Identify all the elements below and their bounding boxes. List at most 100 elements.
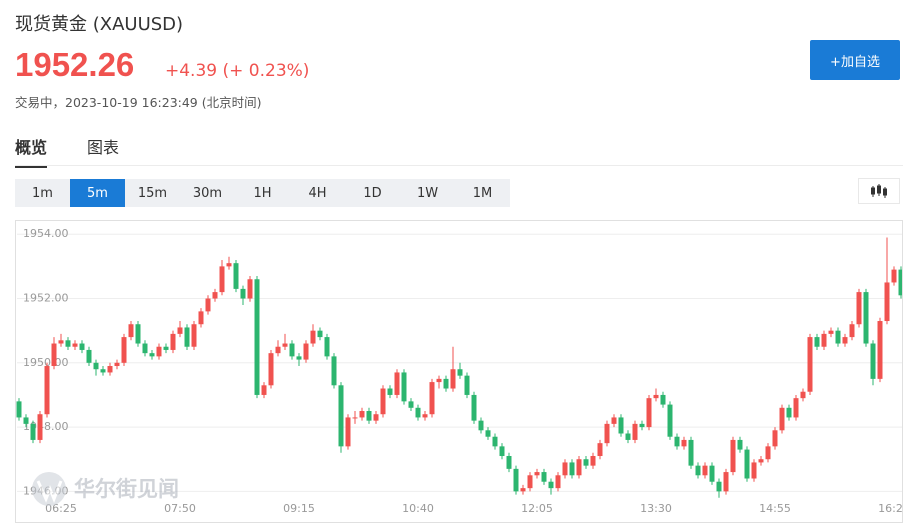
candle-body — [646, 398, 652, 428]
candle-body — [499, 446, 505, 457]
candle-body — [261, 385, 267, 395]
candle-body — [716, 481, 722, 492]
y-tick-label: 1948.00 — [23, 420, 69, 433]
candle-body — [590, 456, 596, 466]
timeframe-button[interactable]: 30m — [192, 185, 223, 201]
candle-body — [632, 423, 638, 440]
candle-body — [821, 333, 827, 347]
candle-body — [422, 414, 428, 418]
price: 1952.26 — [15, 46, 135, 83]
candle-body — [429, 382, 435, 415]
x-tick-label: 09:15 — [283, 502, 315, 515]
candle-body — [835, 330, 841, 344]
candle-body — [800, 391, 806, 399]
candle-body — [408, 401, 414, 408]
x-tick-label: 07:50 — [164, 502, 196, 515]
candle-body — [709, 465, 715, 482]
timeframe-button[interactable]: 1D — [363, 185, 382, 201]
candle-body — [240, 288, 246, 299]
candle-body — [100, 369, 106, 373]
candle-body — [198, 311, 204, 325]
candle-body — [779, 407, 785, 431]
chart-type-button[interactable] — [858, 178, 900, 204]
candle-body — [877, 321, 883, 379]
x-tick-label: 10:40 — [402, 502, 434, 515]
candle-body — [51, 343, 57, 367]
timeframe-button[interactable]: 1m — [32, 185, 53, 201]
x-tick-label: 14:55 — [759, 502, 791, 515]
candle-body — [793, 398, 799, 418]
candle-body — [625, 433, 631, 440]
candle-body — [786, 407, 792, 418]
candle-body — [562, 462, 568, 476]
candle-body — [828, 330, 834, 334]
candle-body — [226, 263, 232, 267]
candle-body — [163, 346, 169, 350]
tab[interactable]: 概览 — [15, 134, 48, 168]
title: 现货黄金 (XAUUSD) — [15, 14, 184, 35]
candle-body — [317, 330, 323, 338]
candle-body — [611, 417, 617, 424]
x-tick-label: 16:25 — [878, 502, 903, 515]
candle-body — [513, 468, 519, 492]
candle-body — [548, 481, 554, 489]
watermark-text: 华尔街见闻 — [74, 477, 179, 501]
candle-body — [583, 459, 589, 466]
candle-body — [520, 488, 526, 492]
candle-body — [30, 423, 36, 440]
y-tick-label: 1954.00 — [23, 227, 69, 240]
candle-body — [667, 404, 673, 437]
timeframe-button[interactable]: 4H — [308, 185, 327, 201]
candle-body — [93, 362, 99, 370]
candle-icon — [871, 184, 887, 198]
candle-body — [674, 436, 680, 447]
candle-body — [884, 282, 890, 322]
candle-body — [338, 385, 344, 447]
timeframe-bar: 1m 5m 15m 30m 1H 4H 1D 1W 1M — [15, 179, 510, 207]
candle-body — [149, 353, 155, 357]
candle-body — [478, 420, 484, 431]
candle-body — [688, 439, 694, 466]
candle-body — [394, 372, 400, 395]
candle-body — [639, 423, 645, 428]
tab[interactable]: 图表 — [87, 138, 120, 157]
candle-body — [765, 446, 771, 460]
timeframe-button[interactable]: 5m — [70, 179, 125, 207]
candle-body — [282, 343, 288, 347]
candle-body — [387, 388, 393, 395]
candle-body — [751, 462, 757, 479]
candle-body — [737, 439, 743, 450]
candle-body — [863, 292, 869, 344]
candle-body — [849, 324, 855, 338]
candle-body — [142, 343, 148, 354]
candle-body — [233, 263, 239, 289]
candle-body — [450, 369, 456, 389]
timeframe-button[interactable]: 1H — [253, 185, 272, 201]
candle-body — [485, 430, 491, 437]
candle-body — [205, 298, 211, 312]
candle-body — [702, 465, 708, 476]
add-watchlist-button[interactable]: +加自选 — [810, 40, 900, 80]
candle-body — [380, 388, 386, 415]
candle-body — [16, 401, 22, 418]
candle-body — [310, 330, 316, 344]
candle-body — [618, 417, 624, 434]
candle-body — [541, 472, 547, 482]
candle-body — [401, 372, 407, 402]
timeframe-button[interactable]: 1M — [472, 185, 493, 201]
timeframe-button[interactable]: 15m — [137, 185, 168, 201]
candle-body — [506, 456, 512, 469]
candle-body — [268, 353, 274, 386]
x-tick-label: 13:30 — [640, 502, 672, 515]
divider — [15, 165, 903, 166]
candle-body — [597, 443, 603, 457]
candle-body — [352, 417, 358, 419]
candle-body — [324, 337, 330, 357]
candle-body — [86, 349, 92, 363]
candle-body — [114, 362, 120, 367]
y-tick-label: 1952.00 — [23, 292, 69, 305]
candle-body — [576, 459, 582, 476]
candle-body — [527, 475, 533, 489]
timeframe-button[interactable]: 1W — [416, 185, 439, 201]
